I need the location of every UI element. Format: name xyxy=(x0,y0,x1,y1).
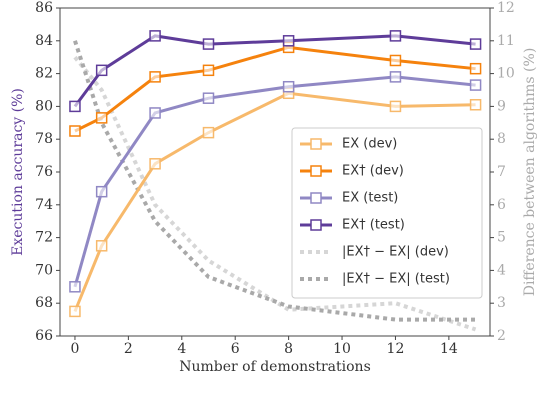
point-marker xyxy=(149,107,161,119)
legend-label: |EX† − EX| (dev) xyxy=(342,245,449,260)
y2-tick-label: 8 xyxy=(497,131,506,147)
y2-tick-label: 5 xyxy=(497,230,506,246)
legend-label: |EX† − EX| (test) xyxy=(342,272,450,287)
point-marker xyxy=(149,71,161,83)
point-marker xyxy=(202,64,215,77)
point-marker xyxy=(149,158,161,170)
x-tick-label: 0 xyxy=(70,341,79,357)
y-tick-label: 66 xyxy=(35,328,53,344)
y-tick-label: 82 xyxy=(35,66,53,82)
y2-tick-label: 9 xyxy=(497,98,506,114)
point-marker xyxy=(282,35,295,47)
y-axis-label: Execution accuracy (%) xyxy=(10,88,26,256)
y2-tick-label: 7 xyxy=(497,164,506,180)
point-marker xyxy=(69,281,81,293)
legend-marker xyxy=(310,165,322,177)
point-marker xyxy=(389,71,402,83)
y2-tick-label: 4 xyxy=(497,262,506,278)
y-tick-label: 76 xyxy=(35,164,53,180)
y-tick-label: 80 xyxy=(35,98,53,114)
y2-tick-label: 11 xyxy=(497,33,515,49)
legend-label: EX† (dev) xyxy=(342,164,404,179)
point-marker xyxy=(282,80,295,93)
point-marker xyxy=(95,64,108,77)
series-line xyxy=(73,55,477,332)
series-line xyxy=(73,40,476,322)
x-axis-label: Number of demonstrations xyxy=(179,359,371,375)
point-marker xyxy=(95,112,108,124)
y-tick-label: 84 xyxy=(35,33,53,49)
legend: EX (dev) EX† (dev) EX (test) EX† (test) |EX†… xyxy=(291,127,483,299)
y-tick-label: 74 xyxy=(35,197,53,213)
y-tick-label: 72 xyxy=(35,230,53,246)
point-marker xyxy=(202,92,215,104)
y2-tick-label: 10 xyxy=(497,66,515,82)
legend-box xyxy=(291,127,483,299)
point-marker xyxy=(469,79,482,91)
x-tick-label: 10 xyxy=(333,341,351,357)
x-tick-label: 14 xyxy=(440,341,458,357)
x-tick-label: 4 xyxy=(177,341,186,357)
x-tick-label: 2 xyxy=(124,341,133,357)
point-marker xyxy=(149,30,161,42)
y-tick-label: 86 xyxy=(35,0,53,16)
point-marker xyxy=(469,99,482,111)
point-marker xyxy=(389,30,402,42)
legend-marker xyxy=(310,138,322,150)
y2-tick-label: 2 xyxy=(497,328,506,344)
point-marker xyxy=(202,126,215,139)
y-tick-label: 68 xyxy=(35,295,53,311)
y2-tick-label: 3 xyxy=(497,295,506,311)
y-tick-label: 78 xyxy=(35,131,53,147)
point-marker xyxy=(389,100,402,113)
point-marker xyxy=(69,100,81,113)
x-tick-label: 12 xyxy=(387,341,405,357)
legend-label: EX† (test) xyxy=(342,218,405,233)
point-marker xyxy=(69,125,81,137)
point-marker xyxy=(389,54,402,67)
x-tick-label: 6 xyxy=(231,341,240,357)
y2-tick-label: 12 xyxy=(497,0,515,16)
point-marker xyxy=(69,305,81,318)
x-tick-label: 8 xyxy=(284,341,293,357)
point-marker xyxy=(95,185,108,198)
point-marker xyxy=(202,38,215,50)
y-tick-label: 70 xyxy=(35,262,53,278)
legend-marker xyxy=(310,219,322,231)
y2-axis-label: Difference between algorithms (%) xyxy=(522,48,538,297)
point-marker xyxy=(469,62,482,75)
point-marker xyxy=(469,38,482,50)
legend-label: EX (dev) xyxy=(342,137,397,152)
y2-tick-label: 6 xyxy=(497,197,506,213)
point-marker xyxy=(95,240,108,252)
legend-marker xyxy=(310,192,322,204)
series-line xyxy=(73,34,476,108)
legend-label: EX (test) xyxy=(342,191,398,206)
